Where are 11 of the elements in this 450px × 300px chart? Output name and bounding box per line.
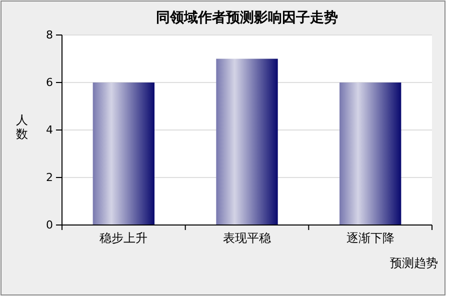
y-tick-label: 8: [46, 28, 53, 42]
y-axis-title: 人数: [16, 113, 28, 141]
y-tick-label: 0: [46, 218, 53, 232]
y-tick-label: 2: [46, 171, 53, 184]
y-tick-label: 6: [46, 76, 53, 90]
x-tick-label: 逐渐下降: [346, 231, 394, 245]
x-axis-title: 预测趋势: [390, 256, 438, 270]
y-tick-label: 4: [46, 124, 53, 137]
chart-title: 同领域作者预测影响因子走势: [156, 10, 338, 26]
x-tick-label: 表现平稳: [223, 231, 271, 245]
x-tick-label: 稳步上升: [100, 231, 148, 245]
